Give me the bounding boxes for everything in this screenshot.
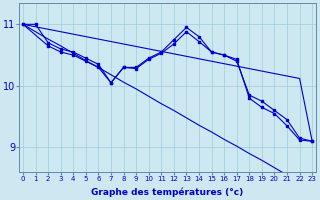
X-axis label: Graphe des températures (°c): Graphe des températures (°c) <box>92 188 244 197</box>
